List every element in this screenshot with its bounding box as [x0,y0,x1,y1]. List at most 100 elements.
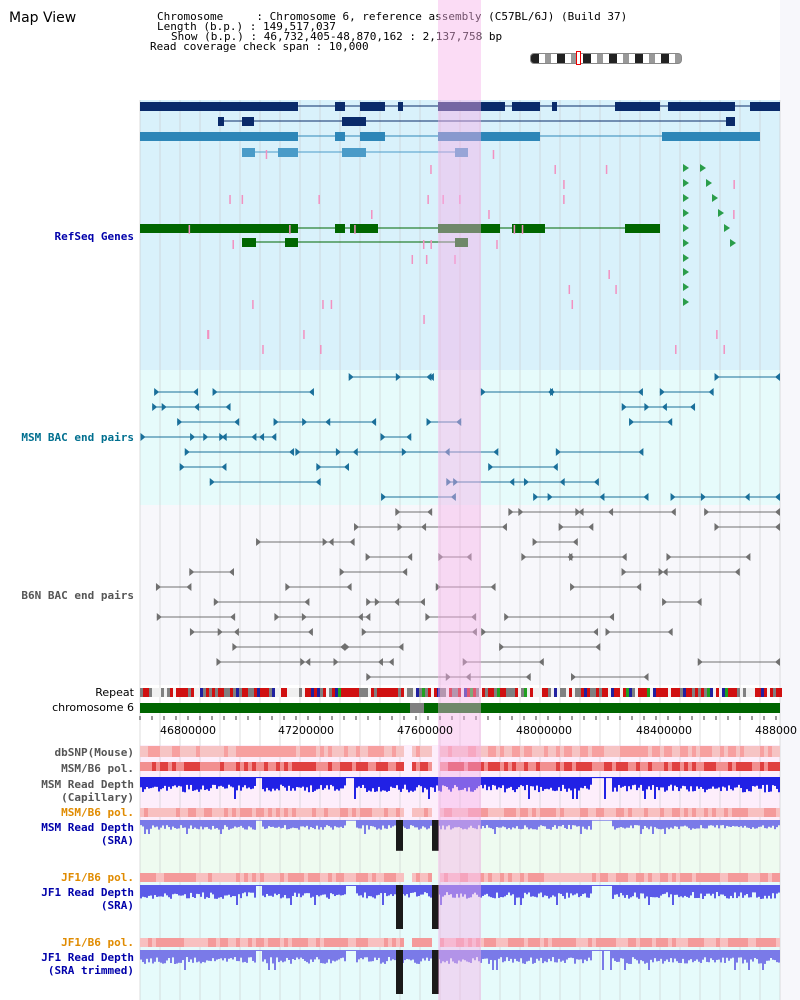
track-label-jf1-depth-sra[interactable]: JF1 Read Depth (SRA) [41,886,134,912]
selection-highlight[interactable] [438,0,481,1000]
polymorphism-band [580,746,584,757]
repeat-segment [158,688,161,697]
depth-bar [590,777,592,785]
depth-bar [234,777,236,799]
depth-bar [648,950,650,970]
depth-bar [328,885,330,899]
depth-bar [426,950,428,958]
repeat-segment [305,688,308,697]
polymorphism-band [236,746,240,757]
depth-bar [732,820,734,826]
track-label-msm-b6-pol-1[interactable]: MSM/B6 pol. [61,762,134,775]
depth-bar [392,777,394,788]
polymorphism-band [708,746,712,757]
depth-bar [324,885,326,895]
gene-marker [496,240,498,249]
depth-bar [508,777,510,788]
polymorphism-band [616,762,620,771]
gene-exon [455,148,468,157]
depth-bar [694,777,696,791]
polymorphism-band [472,938,476,947]
bac-end-arrow [629,418,635,426]
gene-marker [330,300,333,309]
polymorphism-band [720,762,724,771]
depth-bar [654,820,656,828]
track-label-b6n-bac[interactable]: B6N BAC end pairs [21,589,134,602]
depth-bar [276,777,278,789]
gene-arrow [683,164,689,172]
polymorphism-band [480,746,484,757]
gene-exon [140,132,298,141]
polymorphism-band [556,873,560,882]
depth-bar [668,820,670,830]
depth-bar [406,885,408,895]
polymorphism-band [212,762,216,771]
polymorphism-band [508,762,512,771]
depth-bar [168,885,170,898]
track-label-jf1-b6-pol-1[interactable]: JF1/B6 pol. [61,871,134,884]
depth-bar [258,950,260,951]
bac-end-arrow [216,658,222,666]
gene-marker [554,165,556,174]
repeat-segment [761,688,764,697]
depth-bar [720,820,722,826]
depth-bar [692,885,694,893]
track-label-chromosome[interactable]: chromosome 6 [52,701,134,714]
track-label-msm-depth-sra[interactable]: MSM Read Depth (SRA) [41,821,134,847]
polymorphism-band [388,938,392,947]
depth-bar [310,885,312,898]
depth-bar [666,950,668,960]
bac-end-arrow [745,553,751,561]
polymorphism-band [624,808,628,817]
track-label-repeat[interactable]: Repeat [95,686,134,699]
polymorphism-band [448,938,452,947]
track-label-refseq[interactable]: RefSeq Genes [54,230,134,243]
polymorphism-band [204,873,208,882]
depth-bar [636,820,638,826]
depth-bar [168,777,170,787]
depth-bar [452,777,454,789]
depth-bar [606,820,608,821]
repeat-segment [518,688,521,697]
depth-bar [490,885,492,898]
ideogram-position-marker[interactable] [576,51,581,65]
depth-bar [160,820,162,828]
repeat-segment [626,688,629,697]
polymorphism-band [612,762,616,771]
gene-exon [438,132,540,141]
repeat-segment [332,688,335,697]
polymorphism-band [480,938,484,947]
polymorphism-band [664,938,668,947]
polymorphism-band [444,808,448,817]
depth-bar [674,950,676,959]
depth-bar [206,950,208,961]
polymorphism-band [384,746,388,757]
polymorphism-band [680,808,684,817]
depth-bar [630,950,632,964]
depth-bar [572,950,574,959]
track-label-jf1-b6-pol-2[interactable]: JF1/B6 pol. [61,936,134,949]
track-label-dbsnp[interactable]: dbSNP(Mouse) [54,746,134,759]
polymorphism-band [612,746,616,757]
chromosome-ideogram[interactable] [530,53,682,64]
bac-end-arrow [714,523,720,531]
depth-bar [248,820,250,827]
polymorphism-band [708,762,712,771]
polymorphism-band [604,873,608,882]
depth-bar [648,777,650,787]
depth-bar [538,777,540,793]
polymorphism-band [612,808,616,817]
depth-bar [150,885,152,896]
track-label-msm-bac[interactable]: MSM BAC end pairs [21,431,134,444]
depth-bar [174,820,176,829]
track-label-msm-depth-cap[interactable]: MSM Read Depth (Capillary) [41,778,134,804]
track-label-jf1-depth-trim[interactable]: JF1 Read Depth (SRA trimmed) [41,951,134,977]
repeat-segment [161,688,164,697]
track-label-msm-b6-pol-2[interactable]: MSM/B6 pol. [61,806,134,819]
depth-bar [286,950,288,958]
depth-bar [312,885,314,897]
depth-bar [560,950,562,962]
polymorphism-band [392,762,396,771]
depth-bar [576,950,578,960]
